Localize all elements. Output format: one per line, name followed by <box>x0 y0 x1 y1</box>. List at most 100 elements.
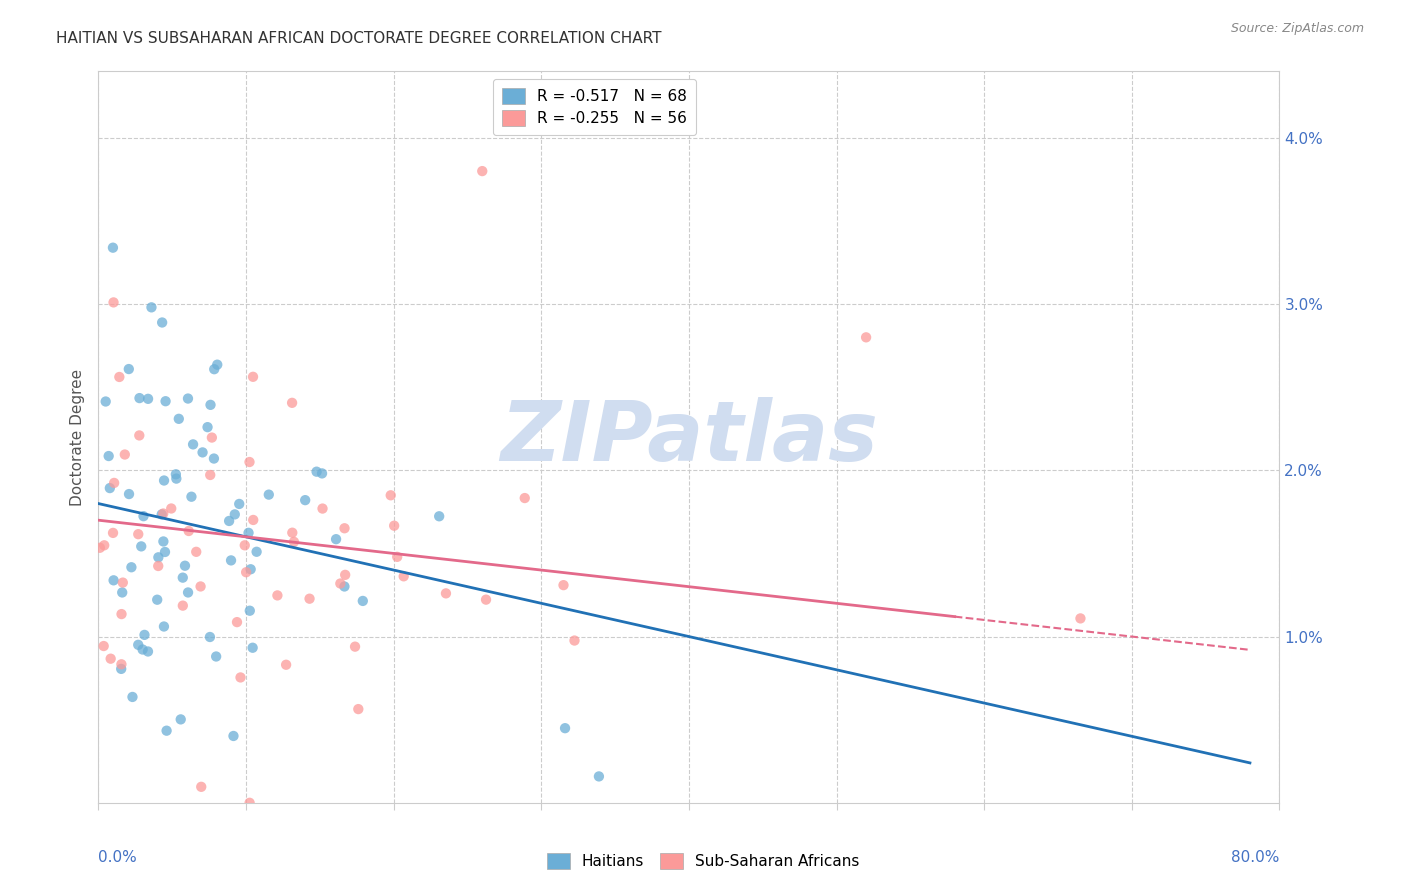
Point <box>110 607 132 621</box>
Point <box>118 487 141 501</box>
Point <box>129 540 152 554</box>
Point <box>228 497 250 511</box>
Point <box>153 619 176 633</box>
Text: HAITIAN VS SUBSAHARAN AFRICAN DOCTORATE DEGREE CORRELATION CHART: HAITIAN VS SUBSAHARAN AFRICAN DOCTORATE … <box>56 31 662 46</box>
Point <box>190 579 212 593</box>
Text: 0.0%: 0.0% <box>98 850 138 865</box>
Point <box>148 559 170 574</box>
Point <box>392 569 415 583</box>
Point <box>108 370 131 384</box>
Point <box>146 592 169 607</box>
Legend: Haitians, Sub-Saharan Africans: Haitians, Sub-Saharan Africans <box>541 847 865 875</box>
Point <box>242 513 264 527</box>
Point <box>128 428 150 442</box>
Point <box>207 358 229 372</box>
Point <box>333 521 356 535</box>
Point <box>242 369 264 384</box>
Point <box>1069 611 1091 625</box>
Point <box>434 586 457 600</box>
Point <box>134 628 156 642</box>
Point <box>170 712 193 726</box>
Point <box>329 576 352 591</box>
Point <box>121 690 143 704</box>
Point <box>233 538 256 552</box>
Point <box>127 527 149 541</box>
Point <box>380 488 402 502</box>
Point <box>238 455 260 469</box>
Point <box>160 501 183 516</box>
Point <box>335 567 357 582</box>
Point <box>205 649 228 664</box>
Point <box>333 579 356 593</box>
Point <box>94 394 117 409</box>
Point <box>111 585 134 599</box>
Point <box>564 633 586 648</box>
Point <box>554 721 576 735</box>
Point <box>197 420 219 434</box>
Point <box>513 491 536 505</box>
Point <box>588 769 610 783</box>
Point <box>152 507 174 521</box>
Point <box>136 392 159 406</box>
Point <box>141 301 163 315</box>
Point <box>181 437 204 451</box>
Point <box>266 588 288 602</box>
Point <box>165 467 187 482</box>
Point <box>235 566 257 580</box>
Point <box>120 560 142 574</box>
Point <box>475 592 498 607</box>
Point <box>153 474 176 488</box>
Point <box>110 662 132 676</box>
Point <box>305 465 328 479</box>
Y-axis label: Doctorate Degree: Doctorate Degree <box>69 368 84 506</box>
Point <box>177 392 200 406</box>
Point <box>229 670 252 684</box>
Point <box>128 391 150 405</box>
Point <box>165 472 187 486</box>
Point <box>150 508 173 522</box>
Point <box>325 532 347 546</box>
Point <box>281 396 304 410</box>
Point <box>387 549 409 564</box>
Point <box>152 534 174 549</box>
Point <box>93 639 115 653</box>
Point <box>239 562 262 576</box>
Point <box>198 630 221 644</box>
Legend: R = -0.517   N = 68, R = -0.255   N = 56: R = -0.517 N = 68, R = -0.255 N = 56 <box>492 79 696 136</box>
Point <box>111 575 134 590</box>
Point <box>191 445 214 459</box>
Point <box>427 509 450 524</box>
Point <box>294 493 316 508</box>
Point <box>148 550 170 565</box>
Point <box>298 591 321 606</box>
Point <box>103 295 125 310</box>
Point <box>93 538 115 552</box>
Point <box>347 702 370 716</box>
Point <box>131 642 153 657</box>
Point <box>311 467 333 481</box>
Point <box>311 501 333 516</box>
Point <box>219 553 242 567</box>
Point <box>153 545 176 559</box>
Point <box>100 651 122 665</box>
Point <box>283 534 305 549</box>
Text: 80.0%: 80.0% <box>1232 850 1279 865</box>
Point <box>257 488 280 502</box>
Point <box>200 398 222 412</box>
Point <box>155 394 177 409</box>
Point <box>103 475 125 490</box>
Point <box>190 780 212 794</box>
Point <box>118 362 141 376</box>
Point <box>471 164 494 178</box>
Point <box>200 467 222 482</box>
Point <box>281 525 304 540</box>
Text: ZIPatlas: ZIPatlas <box>501 397 877 477</box>
Point <box>177 585 200 599</box>
Point <box>127 638 149 652</box>
Point <box>155 723 177 738</box>
Point <box>180 490 202 504</box>
Point <box>110 657 132 672</box>
Point <box>218 514 240 528</box>
Point <box>172 599 194 613</box>
Point <box>97 449 120 463</box>
